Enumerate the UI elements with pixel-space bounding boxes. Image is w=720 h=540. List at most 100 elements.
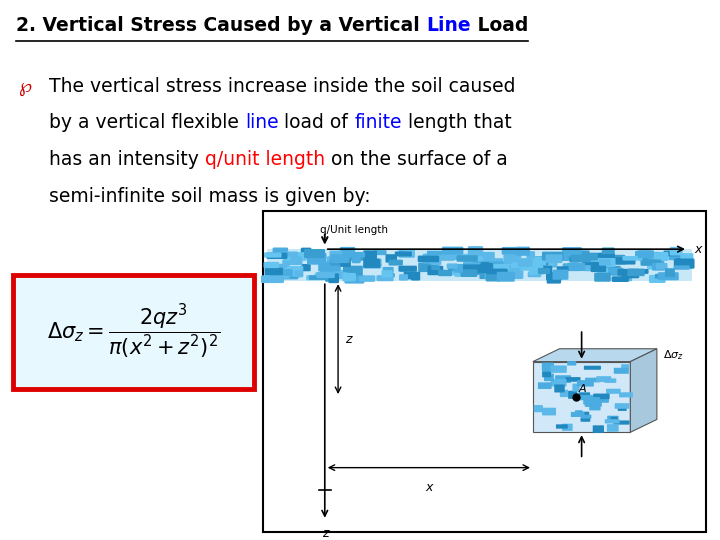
FancyBboxPatch shape: [307, 253, 326, 259]
FancyBboxPatch shape: [283, 269, 296, 276]
FancyBboxPatch shape: [546, 254, 562, 263]
FancyBboxPatch shape: [13, 275, 254, 389]
FancyBboxPatch shape: [647, 262, 660, 269]
FancyBboxPatch shape: [641, 260, 662, 266]
FancyBboxPatch shape: [556, 424, 568, 429]
FancyBboxPatch shape: [343, 266, 363, 276]
FancyBboxPatch shape: [502, 247, 521, 255]
FancyBboxPatch shape: [363, 259, 380, 268]
FancyBboxPatch shape: [325, 272, 348, 279]
FancyBboxPatch shape: [448, 271, 464, 275]
FancyBboxPatch shape: [551, 379, 567, 387]
FancyBboxPatch shape: [343, 273, 356, 281]
FancyBboxPatch shape: [334, 260, 351, 267]
FancyBboxPatch shape: [426, 259, 438, 264]
FancyBboxPatch shape: [343, 252, 365, 258]
Text: semi-infinite soil mass is given by:: semi-infinite soil mass is given by:: [49, 187, 371, 206]
FancyBboxPatch shape: [485, 261, 505, 268]
FancyBboxPatch shape: [404, 272, 414, 279]
FancyBboxPatch shape: [558, 253, 573, 261]
FancyBboxPatch shape: [264, 262, 279, 268]
FancyBboxPatch shape: [674, 265, 690, 270]
FancyBboxPatch shape: [599, 259, 611, 266]
FancyBboxPatch shape: [307, 256, 326, 265]
FancyBboxPatch shape: [595, 258, 616, 267]
FancyBboxPatch shape: [538, 382, 552, 389]
Text: q/Unit length: q/Unit length: [320, 225, 388, 235]
Text: by a vertical flexible: by a vertical flexible: [49, 113, 245, 132]
FancyBboxPatch shape: [635, 251, 651, 257]
FancyBboxPatch shape: [613, 421, 629, 424]
FancyBboxPatch shape: [287, 266, 303, 272]
FancyBboxPatch shape: [283, 269, 293, 276]
FancyBboxPatch shape: [608, 268, 624, 275]
FancyBboxPatch shape: [555, 375, 571, 383]
FancyBboxPatch shape: [311, 256, 326, 264]
FancyBboxPatch shape: [582, 258, 599, 265]
FancyBboxPatch shape: [531, 258, 542, 268]
FancyBboxPatch shape: [571, 255, 590, 262]
FancyBboxPatch shape: [326, 269, 343, 279]
FancyBboxPatch shape: [454, 268, 467, 277]
FancyBboxPatch shape: [411, 272, 420, 281]
FancyBboxPatch shape: [282, 259, 302, 265]
FancyBboxPatch shape: [654, 274, 665, 279]
FancyBboxPatch shape: [567, 361, 576, 366]
FancyBboxPatch shape: [640, 254, 652, 261]
Text: z: z: [346, 333, 352, 346]
FancyBboxPatch shape: [398, 266, 417, 272]
FancyBboxPatch shape: [607, 424, 618, 432]
FancyBboxPatch shape: [621, 364, 629, 369]
FancyBboxPatch shape: [315, 273, 336, 279]
Text: finite: finite: [354, 113, 402, 132]
FancyBboxPatch shape: [578, 393, 590, 397]
FancyBboxPatch shape: [546, 274, 561, 284]
FancyBboxPatch shape: [665, 268, 675, 277]
FancyBboxPatch shape: [623, 270, 632, 276]
FancyBboxPatch shape: [418, 262, 436, 272]
FancyBboxPatch shape: [542, 362, 554, 370]
FancyBboxPatch shape: [653, 252, 668, 261]
FancyBboxPatch shape: [503, 254, 521, 265]
FancyBboxPatch shape: [651, 259, 665, 267]
FancyBboxPatch shape: [330, 255, 341, 261]
FancyBboxPatch shape: [448, 265, 470, 273]
FancyBboxPatch shape: [674, 259, 695, 269]
FancyBboxPatch shape: [363, 263, 382, 268]
FancyBboxPatch shape: [468, 246, 483, 256]
FancyBboxPatch shape: [263, 211, 706, 532]
FancyBboxPatch shape: [562, 264, 580, 271]
FancyBboxPatch shape: [302, 250, 323, 260]
FancyBboxPatch shape: [577, 380, 594, 387]
FancyBboxPatch shape: [464, 258, 486, 264]
FancyBboxPatch shape: [463, 262, 485, 269]
Text: $\Delta\sigma_z$: $\Delta\sigma_z$: [662, 348, 683, 362]
Text: load of: load of: [279, 113, 354, 132]
FancyBboxPatch shape: [585, 402, 602, 407]
FancyBboxPatch shape: [562, 424, 572, 431]
FancyBboxPatch shape: [269, 253, 291, 258]
Text: q/unit length: q/unit length: [204, 150, 325, 169]
FancyBboxPatch shape: [627, 268, 644, 276]
Text: A: A: [579, 384, 586, 394]
FancyBboxPatch shape: [595, 396, 609, 403]
FancyBboxPatch shape: [399, 249, 415, 258]
FancyBboxPatch shape: [579, 395, 593, 400]
Polygon shape: [630, 349, 657, 433]
Text: The vertical stress increase inside the soil caused: The vertical stress increase inside the …: [49, 77, 516, 96]
Text: $\Delta\sigma_z = \dfrac{2qz^3}{\pi(x^2 + z^2)^2}$: $\Delta\sigma_z = \dfrac{2qz^3}{\pi(x^2 …: [47, 303, 220, 361]
FancyBboxPatch shape: [611, 417, 618, 422]
FancyBboxPatch shape: [596, 376, 611, 382]
FancyBboxPatch shape: [604, 379, 616, 383]
FancyBboxPatch shape: [558, 253, 567, 258]
FancyBboxPatch shape: [399, 274, 408, 281]
FancyBboxPatch shape: [345, 252, 364, 261]
FancyBboxPatch shape: [294, 271, 303, 278]
FancyBboxPatch shape: [384, 273, 395, 278]
FancyBboxPatch shape: [284, 252, 306, 261]
FancyBboxPatch shape: [575, 410, 582, 416]
FancyBboxPatch shape: [565, 377, 580, 382]
FancyBboxPatch shape: [372, 259, 382, 267]
FancyBboxPatch shape: [279, 252, 298, 257]
FancyBboxPatch shape: [302, 264, 311, 271]
